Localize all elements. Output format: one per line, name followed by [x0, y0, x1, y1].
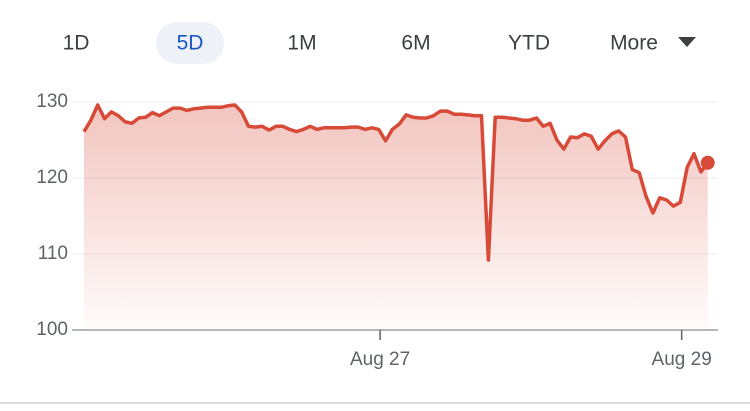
- y-tick-label: 120: [36, 167, 68, 188]
- last-price-dot: [700, 155, 715, 170]
- range-tab[interactable]: 1M: [287, 32, 316, 55]
- dropdown-arrow[interactable]: [678, 37, 696, 47]
- x-tick-label: Aug 27: [350, 349, 410, 370]
- price-line: [82, 103, 710, 262]
- range-tab[interactable]: 1D: [63, 32, 90, 55]
- range-tab[interactable]: 6M: [401, 32, 430, 55]
- range-tab[interactable]: More: [610, 32, 658, 55]
- range-tab[interactable]: 5D: [177, 32, 204, 55]
- selected-pill: [156, 22, 224, 64]
- y-tick-label: 110: [38, 243, 68, 264]
- area-fill: [84, 105, 708, 330]
- x-tick-label: Aug 29: [652, 349, 712, 370]
- range-tab[interactable]: YTD: [508, 32, 550, 55]
- y-tick-label: 130: [36, 91, 68, 112]
- y-tick-label: 100: [36, 319, 68, 340]
